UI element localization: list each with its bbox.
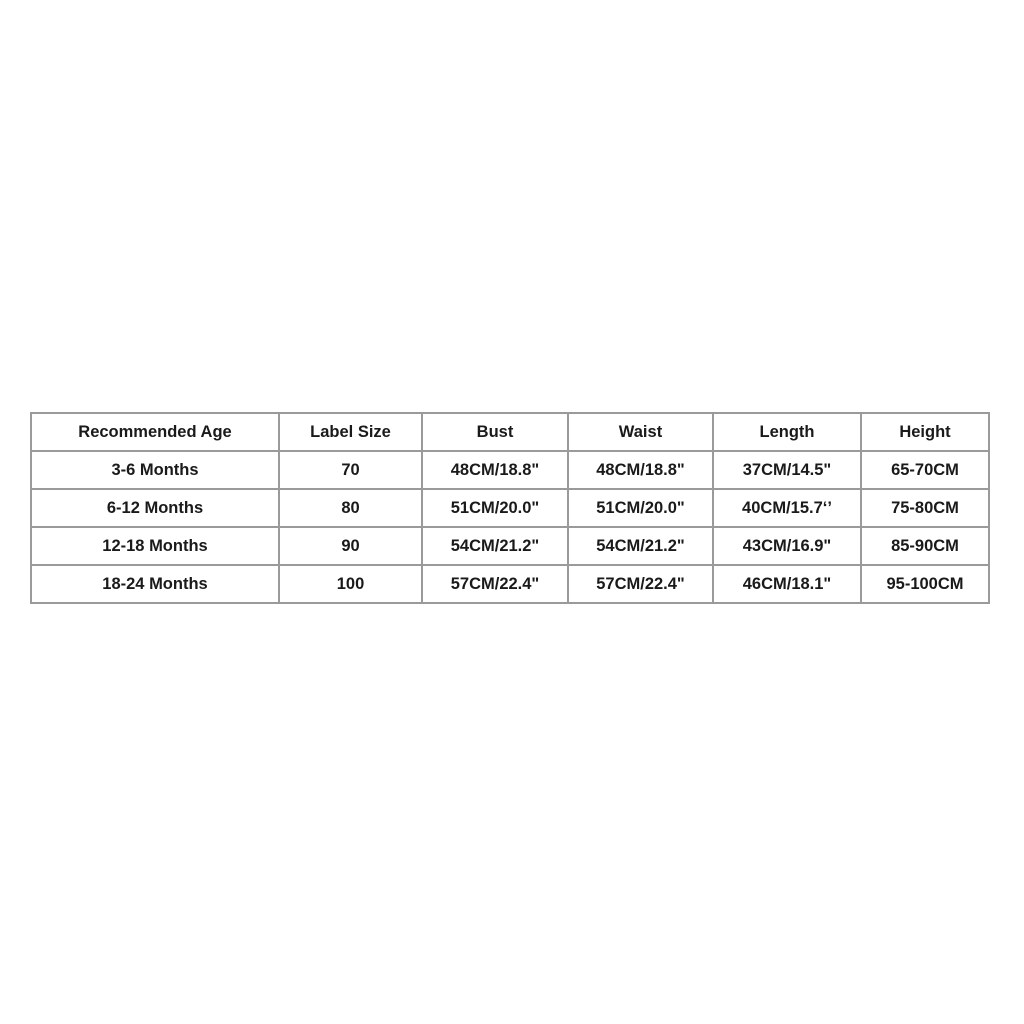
cell-age: 12-18 Months <box>30 526 280 566</box>
size-chart-table: Recommended Age Label Size Bust Waist Le… <box>30 412 990 604</box>
cell-waist: 51CM/20.0" <box>567 488 714 528</box>
table-row: 12-18 Months 90 54CM/21.2" 54CM/21.2" 43… <box>30 526 990 566</box>
cell-age: 3-6 Months <box>30 450 280 490</box>
cell-bust: 57CM/22.4" <box>421 564 569 604</box>
cell-length: 37CM/14.5" <box>712 450 862 490</box>
header-row: Recommended Age Label Size Bust Waist Le… <box>30 412 990 452</box>
cell-bust: 54CM/21.2" <box>421 526 569 566</box>
cell-label-size: 90 <box>278 526 423 566</box>
cell-height: 85-90CM <box>860 526 990 566</box>
cell-waist: 57CM/22.4" <box>567 564 714 604</box>
table-row: 6-12 Months 80 51CM/20.0" 51CM/20.0" 40C… <box>30 488 990 528</box>
table-row: 3-6 Months 70 48CM/18.8" 48CM/18.8" 37CM… <box>30 450 990 490</box>
table-row: 18-24 Months 100 57CM/22.4" 57CM/22.4" 4… <box>30 564 990 604</box>
cell-height: 95-100CM <box>860 564 990 604</box>
header-label-size: Label Size <box>278 412 423 452</box>
cell-age: 18-24 Months <box>30 564 280 604</box>
cell-height: 65-70CM <box>860 450 990 490</box>
header-recommended-age: Recommended Age <box>30 412 280 452</box>
cell-waist: 54CM/21.2" <box>567 526 714 566</box>
cell-label-size: 80 <box>278 488 423 528</box>
cell-age: 6-12 Months <box>30 488 280 528</box>
cell-length: 46CM/18.1" <box>712 564 862 604</box>
cell-bust: 48CM/18.8" <box>421 450 569 490</box>
header-height: Height <box>860 412 990 452</box>
cell-label-size: 100 <box>278 564 423 604</box>
header-waist: Waist <box>567 412 714 452</box>
cell-label-size: 70 <box>278 450 423 490</box>
header-length: Length <box>712 412 862 452</box>
cell-height: 75-80CM <box>860 488 990 528</box>
cell-waist: 48CM/18.8" <box>567 450 714 490</box>
cell-bust: 51CM/20.0" <box>421 488 569 528</box>
cell-length: 43CM/16.9" <box>712 526 862 566</box>
header-bust: Bust <box>421 412 569 452</box>
cell-length: 40CM/15.7‘’ <box>712 488 862 528</box>
